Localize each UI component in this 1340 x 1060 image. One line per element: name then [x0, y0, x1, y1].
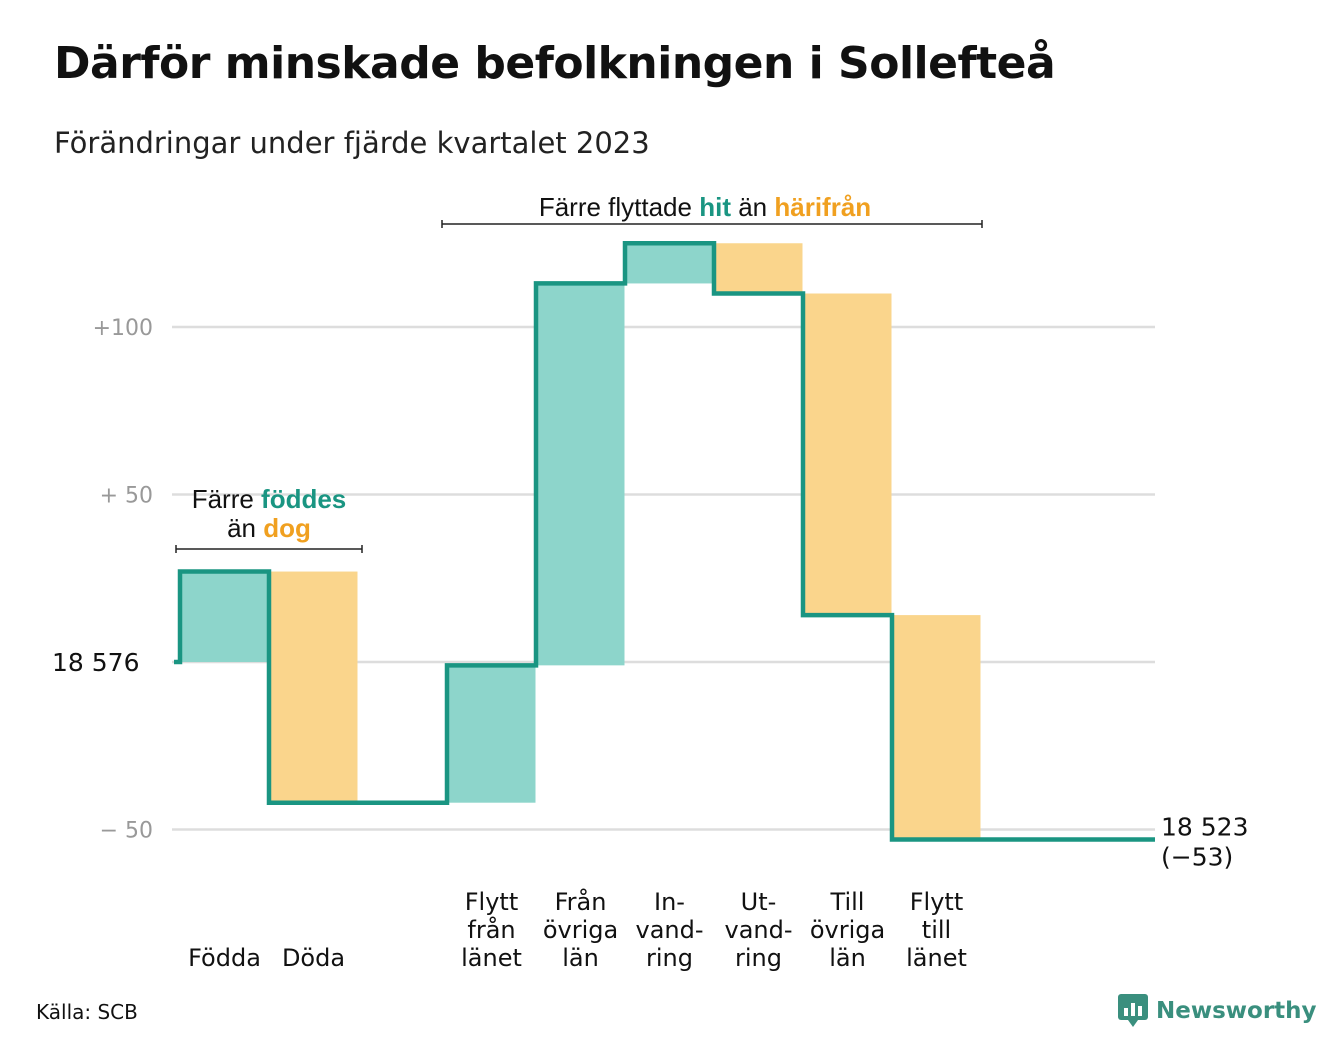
y-tick-label: − 50: [100, 819, 153, 844]
brand-logo: Newsworthy: [1118, 994, 1317, 1028]
bar-invandring: [625, 243, 714, 284]
category-label-flytt_fran_lanet: Flytt från länet: [461, 888, 522, 972]
annotation-text: Färre föddes: [192, 484, 347, 514]
brand-name: Newsworthy: [1156, 998, 1317, 1024]
y-tick-label: + 50: [100, 484, 153, 509]
category-label-utvandring: Ut-vand-ring: [724, 888, 792, 972]
category-label-doda: Döda: [282, 944, 345, 972]
bar-till_ovriga_lan: [803, 293, 892, 616]
bar-flytt_fran_lanet: [447, 665, 536, 803]
category-label-flytt_till_lanet: Flytt till länet: [906, 888, 967, 972]
bar-utvandring: [714, 243, 803, 294]
bar-fodda: [180, 571, 269, 662]
category-label-fran_ovriga_lan: Från övriga län: [543, 887, 618, 972]
page-title: Därför minskade befolkningen i Sollefteå: [54, 38, 1056, 89]
y-tick-label: +100: [93, 316, 153, 341]
annotation-migration: Färre flyttade hit än härifrån: [441, 192, 983, 228]
category-label-invandring: In-vand-ring: [635, 888, 703, 972]
end-total-label: 18 523: [1161, 813, 1248, 842]
end-change-label: (−53): [1161, 843, 1233, 872]
page-subtitle: Förändringar under fjärde kvartalet 2023: [54, 126, 650, 160]
baseline-label: 18 576: [52, 648, 139, 677]
bar-flytt_till_lanet: [892, 615, 981, 840]
category-label-fodda: Födda: [188, 944, 261, 972]
bar-doda: [269, 571, 358, 803]
annotation-text: Färre flyttade hit än härifrån: [539, 192, 871, 222]
bar-fran_ovriga_lan: [536, 283, 625, 666]
source-note: Källa: SCB: [36, 1000, 138, 1024]
running-total-line: [174, 241, 1155, 842]
category-label-till_ovriga_lan: Till övriga län: [810, 888, 885, 972]
newsworthy-icon: [1118, 994, 1148, 1027]
annotation-text: än dog: [227, 513, 311, 543]
